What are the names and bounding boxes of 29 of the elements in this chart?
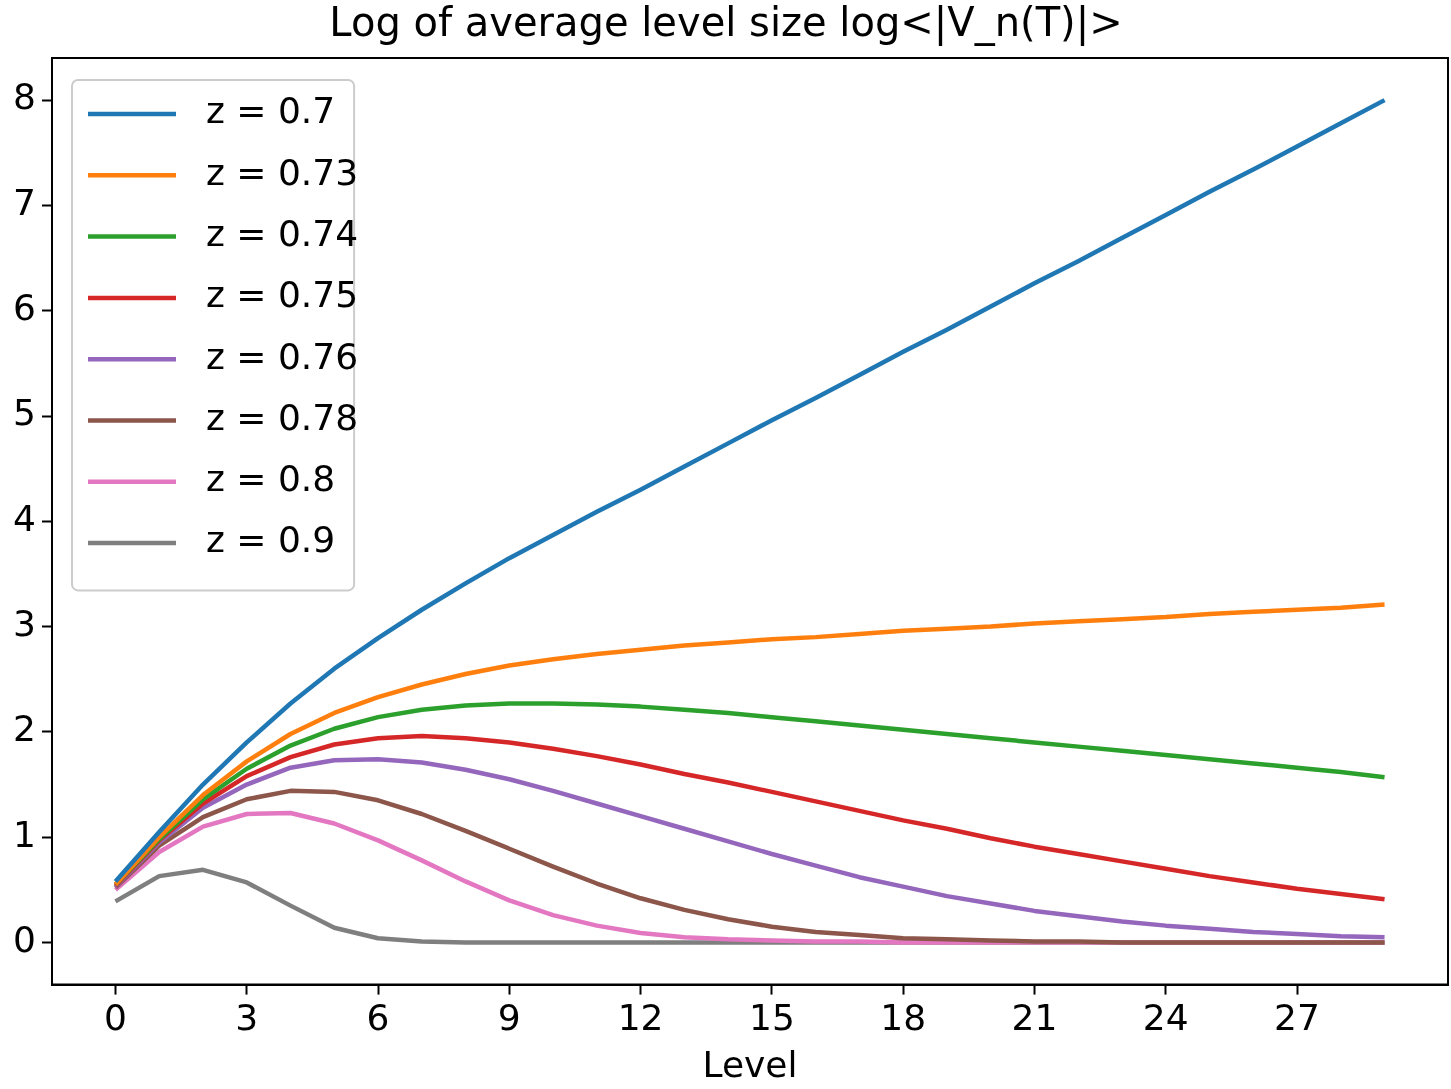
x-tick-label: 18 — [880, 996, 927, 1038]
chart-title: Log of average level size log<|V_n(T)|> — [329, 0, 1123, 47]
x-tick-label: 9 — [497, 996, 521, 1038]
x-tick-label: 6 — [366, 996, 390, 1038]
legend-label: z = 0.75 — [206, 274, 359, 316]
x-axis-title: Level — [702, 1043, 798, 1085]
legend-label: z = 0.8 — [206, 458, 336, 500]
legend-label: z = 0.76 — [206, 335, 359, 377]
y-tick-label: 2 — [13, 708, 36, 750]
y-tick-label: 0 — [13, 918, 36, 960]
x-tick-label: 3 — [235, 996, 259, 1038]
y-tick-label: 3 — [13, 602, 36, 644]
y-tick-label: 4 — [13, 497, 36, 539]
legend-label: z = 0.74 — [206, 212, 359, 254]
x-tick-label: 24 — [1142, 996, 1189, 1038]
legend-label: z = 0.9 — [206, 519, 336, 561]
x-tick-label: 12 — [617, 996, 664, 1038]
y-tick-label: 6 — [13, 287, 36, 329]
y-tick-label: 5 — [13, 392, 36, 434]
y-tick-label: 1 — [13, 813, 36, 855]
y-tick-label: 8 — [13, 76, 36, 118]
legend-label: z = 0.78 — [206, 396, 359, 438]
x-tick-label: 0 — [104, 996, 127, 1038]
legend-label: z = 0.7 — [206, 90, 336, 132]
x-tick-label: 15 — [748, 996, 795, 1038]
legend-label: z = 0.73 — [206, 151, 359, 193]
x-tick-label: 21 — [1011, 996, 1058, 1038]
y-tick-label: 7 — [13, 181, 36, 223]
x-tick-label: 27 — [1274, 996, 1320, 1038]
